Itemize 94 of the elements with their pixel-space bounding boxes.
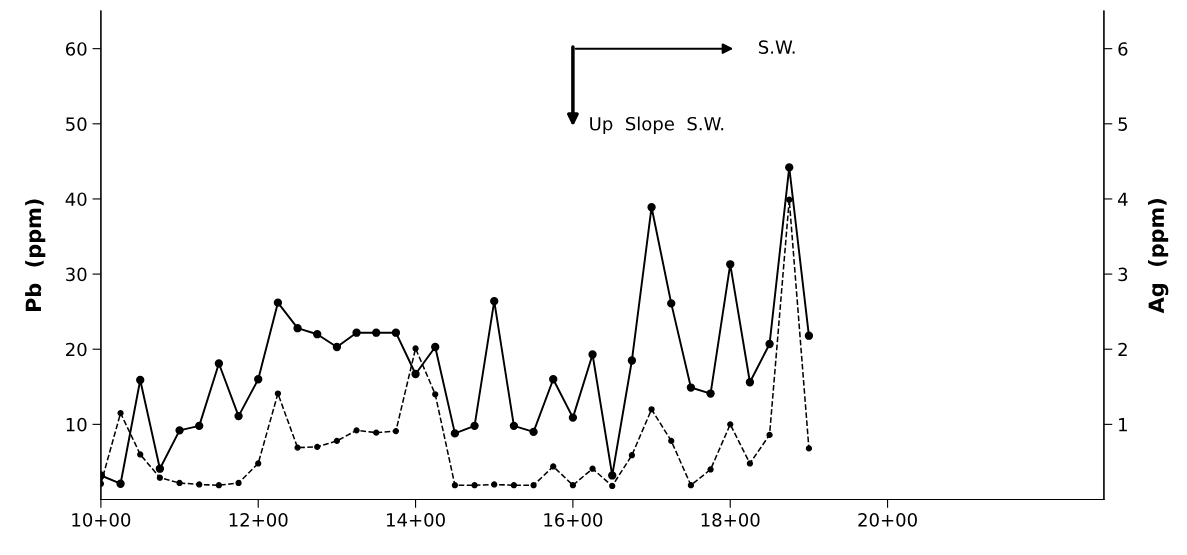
point [176, 479, 183, 487]
point [412, 345, 419, 352]
y-axis-title: Pb (ppm) [25, 199, 46, 312]
point [116, 479, 125, 488]
point [255, 460, 262, 467]
point [372, 328, 381, 337]
x-tick-label: 14+00 [387, 513, 445, 527]
point [569, 482, 577, 489]
point [214, 359, 224, 368]
point [234, 411, 243, 421]
point [726, 260, 735, 269]
point [529, 427, 538, 437]
point [471, 482, 478, 489]
point [589, 465, 596, 472]
y-tick-label: 60 [65, 42, 87, 56]
point [451, 482, 459, 489]
point [510, 482, 518, 489]
point [805, 445, 813, 452]
point [333, 437, 341, 445]
y-tick-label: 40 [65, 192, 87, 207]
point [254, 375, 263, 384]
point [352, 328, 361, 337]
point [117, 409, 124, 417]
point [686, 383, 696, 392]
point [509, 421, 519, 431]
point [627, 356, 637, 365]
point [549, 375, 558, 384]
point [195, 421, 204, 431]
point [804, 331, 814, 340]
point [215, 482, 223, 489]
point [450, 429, 460, 438]
point [550, 463, 557, 470]
point [648, 406, 655, 413]
point [136, 375, 145, 385]
point [432, 391, 439, 398]
point [608, 471, 617, 480]
x-tick-label: 18+00 [701, 513, 760, 527]
point [668, 437, 675, 445]
point [274, 390, 282, 397]
point [588, 350, 597, 359]
point [745, 378, 755, 387]
point [156, 474, 164, 481]
annotation: Up Slope S.W. [590, 116, 724, 135]
point [628, 452, 636, 459]
x-tick-label: 16+00 [544, 513, 603, 527]
point [294, 444, 301, 451]
y2-tick-label: 5 [1118, 117, 1128, 131]
point [647, 203, 656, 212]
point [235, 479, 242, 487]
point [568, 413, 578, 422]
y2-tick-label: 3 [1118, 267, 1128, 282]
point [293, 324, 302, 333]
point [490, 296, 499, 306]
y2-tick-label: 2 [1118, 342, 1127, 357]
point [530, 482, 537, 489]
point [411, 369, 420, 379]
point [273, 298, 283, 307]
x-tick-label: 10+00 [72, 513, 131, 527]
point [765, 339, 774, 349]
point [391, 328, 401, 337]
x-tick-label: 20+00 [858, 513, 917, 527]
y2-tick-label: 4 [1117, 192, 1128, 206]
point [667, 299, 676, 308]
point [687, 482, 695, 489]
y-tick-label: 30 [66, 267, 87, 282]
y-tick-label: 20 [66, 342, 87, 357]
point [609, 482, 616, 490]
point [353, 427, 360, 434]
point [746, 460, 754, 467]
point [706, 389, 715, 398]
point [786, 196, 793, 203]
point [313, 330, 322, 339]
point [470, 421, 479, 431]
y2-tick-label: 6 [1118, 42, 1128, 56]
annotation: S.W. [758, 40, 795, 54]
point [155, 464, 165, 473]
point [491, 481, 498, 488]
point [707, 466, 714, 473]
point [785, 163, 794, 172]
point [392, 427, 400, 435]
point [314, 443, 321, 451]
point [196, 481, 203, 488]
point [373, 429, 380, 436]
x-tick-label: 12+00 [229, 513, 288, 527]
y2-axis-title: Ag (ppm) [1148, 199, 1169, 314]
y-tick-label: 10 [66, 417, 87, 432]
point [727, 421, 734, 428]
point [137, 451, 144, 458]
point [175, 426, 184, 435]
point [431, 342, 440, 352]
y2-tick-label: 1 [1119, 418, 1127, 432]
point [766, 431, 773, 439]
point [332, 342, 342, 352]
y-tick-label: 50 [66, 117, 87, 131]
